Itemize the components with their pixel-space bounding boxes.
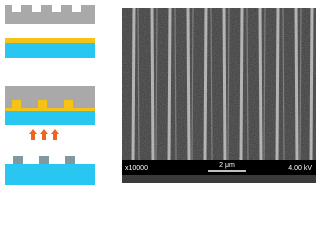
voltage: 4.00 kV — [288, 165, 312, 172]
info-bar — [122, 160, 316, 175]
imprint — [5, 86, 95, 125]
patterned-substrate — [5, 156, 95, 185]
coated-substrate — [5, 38, 95, 58]
scale-label: 2 μm — [219, 162, 235, 169]
page: x10000 2 μm 4.00 kV (() => { const data … — [5, 5, 316, 185]
release-arrows — [29, 129, 59, 140]
figure: x10000 2 μm 4.00 kV — [5, 5, 316, 185]
magnification: x10000 — [125, 165, 148, 172]
mold — [5, 5, 95, 24]
sem-image: x10000 2 μm 4.00 kV — [122, 7, 316, 183]
